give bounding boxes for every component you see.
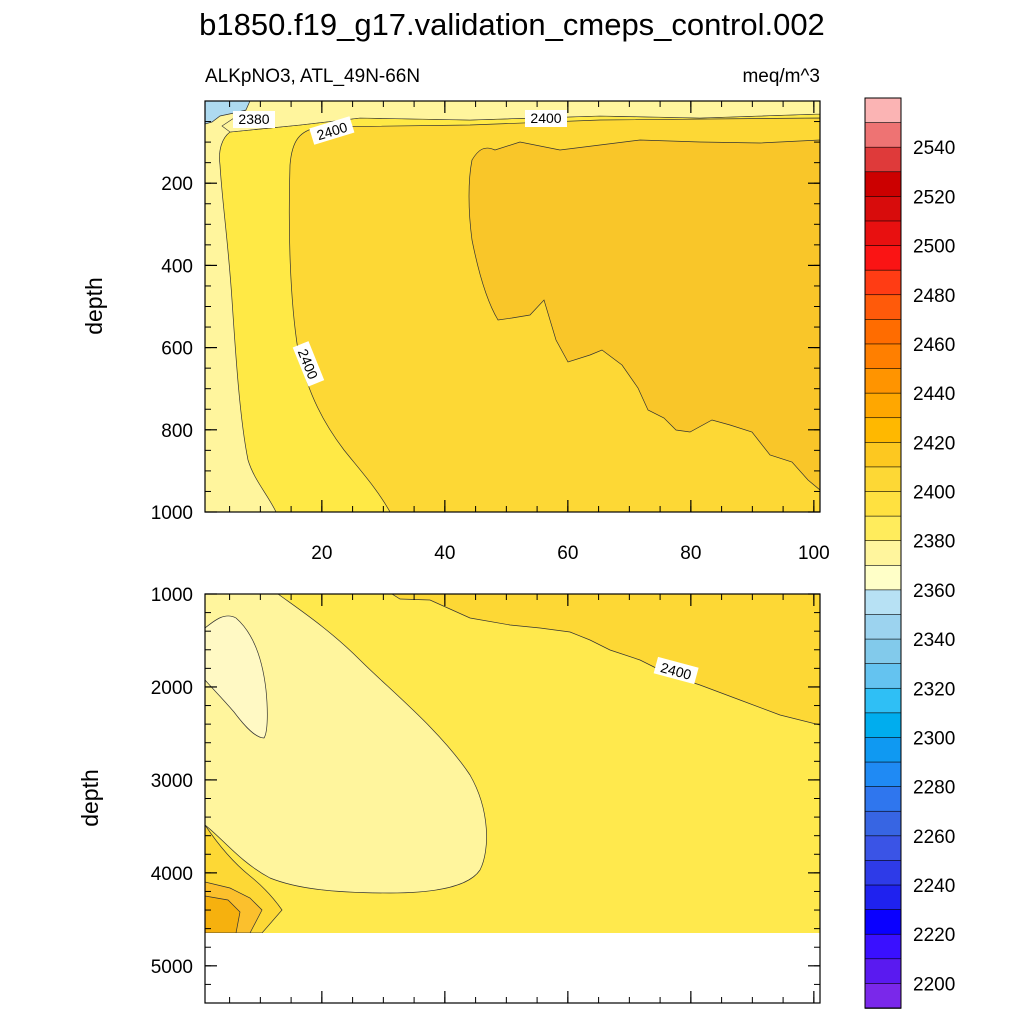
y-tick-label: 1000 xyxy=(151,585,193,606)
lower-region-2385 xyxy=(205,615,268,739)
y-tick-label: 2000 xyxy=(151,678,193,699)
colorbar-swatch xyxy=(864,589,902,616)
colorbar-swatch xyxy=(864,663,902,690)
colorbar-label: 2400 xyxy=(913,483,955,504)
upper-axis: 200 400 600 800 1000 20 40 60 80 100 xyxy=(151,100,830,564)
contour-label: 2400 xyxy=(530,110,561,126)
colorbar-swatch xyxy=(864,909,902,936)
x-tick-label: 60 xyxy=(557,543,578,564)
y-tick-label: 400 xyxy=(161,256,193,277)
colorbar-label: 2340 xyxy=(913,630,955,651)
colorbar-swatch xyxy=(864,614,902,640)
x-tick-label: 20 xyxy=(311,543,332,564)
colorbar-swatch xyxy=(864,146,902,173)
colorbar-swatch xyxy=(864,835,902,862)
colorbar-label: 2480 xyxy=(913,286,955,307)
colorbar-label: 2260 xyxy=(913,827,955,848)
colorbar-swatch xyxy=(864,712,902,739)
colorbar-label: 2320 xyxy=(913,679,955,700)
colorbar-swatch xyxy=(864,786,902,813)
colorbar-swatch xyxy=(864,638,902,665)
colorbar-label: 2200 xyxy=(913,974,955,995)
colorbar-swatch xyxy=(864,343,902,370)
colorbar-swatch xyxy=(864,491,902,517)
colorbar-label: 2240 xyxy=(913,876,955,897)
x-tick-label: 100 xyxy=(798,543,830,564)
colorbar-swatch xyxy=(864,294,902,321)
colorbar-swatch xyxy=(864,196,902,222)
lower-region-2410 xyxy=(391,594,820,726)
colorbar-label: 2380 xyxy=(913,532,955,553)
lower-region-2395 xyxy=(205,594,487,894)
upper-panel: 2380 2400 2400 2400 200 400 600 800 1000 20 40… xyxy=(81,100,830,564)
upper-surface-band xyxy=(221,101,820,133)
colorbar-swatch xyxy=(864,515,902,542)
colorbar-swatch xyxy=(864,860,902,886)
colorbar-swatch xyxy=(864,442,902,468)
colorbar-swatch xyxy=(864,687,902,714)
x-tick-label: 40 xyxy=(434,543,455,564)
lower-contour-labels: 2400 xyxy=(653,656,699,685)
upper-y-axis-title: depth xyxy=(81,277,107,335)
colorbar-swatch xyxy=(864,269,902,296)
colorbar-swatch xyxy=(864,884,902,911)
colorbar-label: 2280 xyxy=(913,778,955,799)
panel-units-label: meq/m^3 xyxy=(742,66,820,87)
y-tick-label: 5000 xyxy=(151,957,193,978)
colorbar-swatch xyxy=(864,983,902,1009)
y-tick-label: 800 xyxy=(161,421,193,442)
lower-axis: 1000 2000 3000 4000 5000 xyxy=(151,585,820,1004)
colorbar-label: 2460 xyxy=(913,335,955,356)
colorbar-swatch xyxy=(864,319,902,345)
colorbar-swatch xyxy=(864,122,902,148)
colorbar-label: 2360 xyxy=(913,581,955,602)
colorbar-label: 2540 xyxy=(913,138,955,159)
colorbar-frame xyxy=(864,97,902,1009)
colorbar-swatch xyxy=(864,245,902,271)
contour-label: 2400 xyxy=(659,659,693,683)
y-tick-label: 4000 xyxy=(151,864,193,885)
colorbar-swatch xyxy=(864,564,902,591)
colorbar-swatch xyxy=(864,368,902,394)
colorbar-swatch xyxy=(864,417,902,444)
colorbar-label: 2440 xyxy=(913,384,955,405)
colorbar-swatch xyxy=(864,933,902,960)
colorbar-label: 2220 xyxy=(913,925,955,946)
colorbar-swatch xyxy=(864,171,902,198)
colorbar-swatch xyxy=(864,737,902,763)
lower-y-axis-title: depth xyxy=(77,769,103,827)
panel-left-label: ALKpNO3, ATL_49N-66N xyxy=(205,66,420,87)
colorbar-swatch xyxy=(864,540,902,567)
y-tick-label: 200 xyxy=(161,174,193,195)
colorbar-swatch xyxy=(864,97,902,124)
upper-contour-labels: 2380 2400 2400 2400 xyxy=(233,110,567,387)
colorbar-swatch xyxy=(864,392,902,419)
colorbar-swatch xyxy=(864,761,902,788)
colorbar-swatch xyxy=(864,220,902,247)
y-tick-label: 1000 xyxy=(151,503,193,524)
lower-panel: 2400 1000 2000 3000 4000 5000 depth xyxy=(77,585,821,1004)
y-tick-label: 600 xyxy=(161,339,193,360)
contour-label: 2380 xyxy=(238,111,269,127)
colorbar-label: 2500 xyxy=(913,237,955,258)
colorbar-swatch xyxy=(864,466,902,493)
lower-region-deep-2440 xyxy=(205,895,241,933)
lower-no-data-band xyxy=(205,933,820,1003)
colorbar: 2540 2520 2500 2480 2460 2440 2420 2400 2380 2360… xyxy=(864,97,955,1009)
colorbar-label: 2300 xyxy=(913,728,955,749)
x-tick-label: 80 xyxy=(680,543,701,564)
upper-region-2410 xyxy=(468,139,820,491)
colorbar-swatch xyxy=(864,810,902,837)
y-tick-label: 3000 xyxy=(151,771,193,792)
colorbar-label: 2520 xyxy=(913,187,955,208)
chart-title: b1850.f19_g17.validation_cmeps_control.0… xyxy=(199,7,825,42)
colorbar-label: 2420 xyxy=(913,433,955,454)
colorbar-swatch xyxy=(864,958,902,985)
